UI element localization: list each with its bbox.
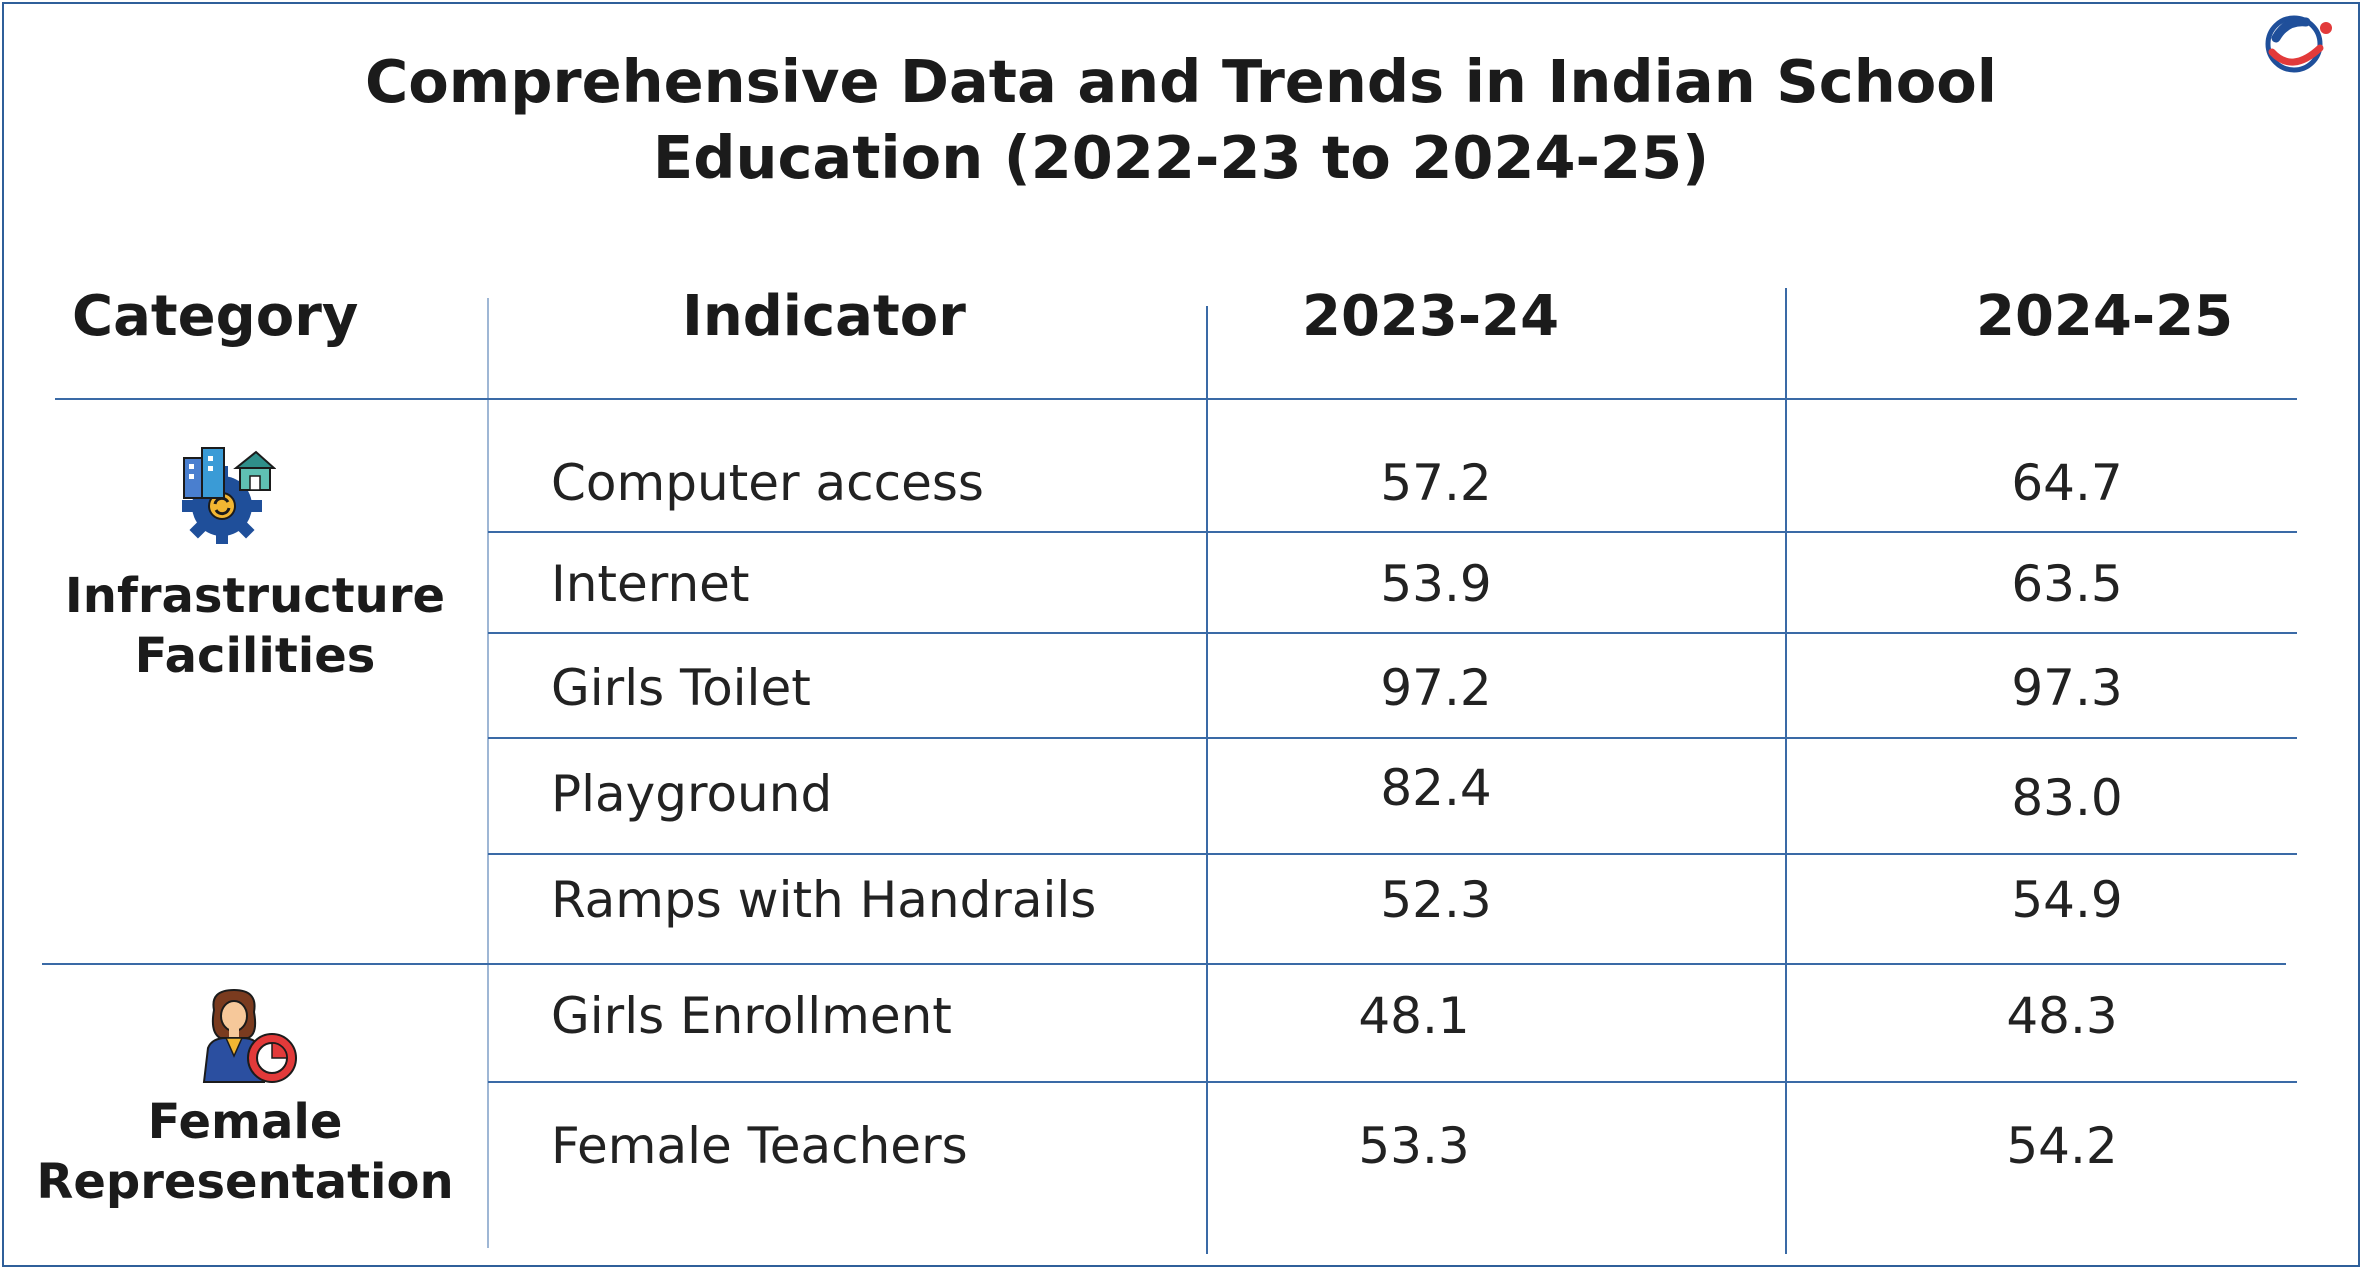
value-2024-25: 54.9: [2011, 871, 2123, 929]
value-2023-24: 52.3: [1380, 871, 1492, 929]
title-line-1: Comprehensive Data and Trends in Indian …: [364, 47, 1998, 116]
female-teacher-chart-icon: [202, 988, 297, 1083]
header-year-2024-25: 2024-25: [1976, 284, 2234, 349]
grid-hline-1: [488, 531, 2297, 533]
grid-vline-3: [1785, 288, 1787, 1254]
value-2023-24: 53.9: [1380, 555, 1492, 613]
value-2023-24: 53.3: [1358, 1117, 1470, 1175]
category-female-representation: Female Representation: [30, 1092, 460, 1212]
grid-group-line: [42, 963, 2286, 965]
header-indicator: Indicator: [682, 284, 966, 349]
indicator-cell: Girls Enrollment: [551, 987, 952, 1045]
grid-hline-5: [488, 1081, 2297, 1083]
value-2024-25: 97.3: [2011, 659, 2123, 717]
grid-header-line: [55, 398, 2297, 400]
value-2023-24: 48.1: [1358, 987, 1470, 1045]
infrastructure-icon: [182, 447, 276, 544]
value-2024-25: 63.5: [2011, 555, 2123, 613]
title-line-2: Education (2022-23 to 2024-25): [652, 123, 1710, 192]
indicator-cell: Internet: [551, 555, 750, 613]
category-label-line: Infrastructure: [64, 568, 446, 624]
value-2024-25: 48.3: [2006, 987, 2118, 1045]
value-2024-25: 83.0: [2011, 769, 2123, 827]
value-2023-24: 97.2: [1380, 659, 1492, 717]
indicator-cell: Female Teachers: [551, 1117, 968, 1175]
grid-vline-1: [487, 298, 489, 1248]
header-year-2023-24: 2023-24: [1302, 284, 1560, 349]
category-label-line: Female: [147, 1094, 343, 1150]
indicator-cell: Playground: [551, 765, 833, 823]
value-2023-24: 82.4: [1380, 759, 1492, 817]
category-label-line: Representation: [36, 1154, 454, 1210]
category-label-line: Facilities: [134, 628, 376, 684]
indicator-cell: Girls Toilet: [551, 659, 811, 717]
category-infrastructure-facilities: Infrastructure Facilities: [55, 566, 455, 686]
grid-vline-2: [1206, 306, 1208, 1254]
header-category: Category: [72, 284, 359, 349]
grid-hline-4: [488, 853, 2297, 855]
value-2024-25: 64.7: [2011, 454, 2123, 512]
page-title: Comprehensive Data and Trends in Indian …: [0, 44, 2362, 196]
value-2023-24: 57.2: [1380, 454, 1492, 512]
brand-logo-icon: [2265, 15, 2332, 73]
value-2024-25: 54.2: [2006, 1117, 2118, 1175]
indicator-cell: Ramps with Handrails: [551, 871, 1097, 929]
grid-hline-3: [488, 737, 2297, 739]
indicator-cell: Computer access: [551, 454, 984, 512]
grid-hline-2: [488, 632, 2297, 634]
